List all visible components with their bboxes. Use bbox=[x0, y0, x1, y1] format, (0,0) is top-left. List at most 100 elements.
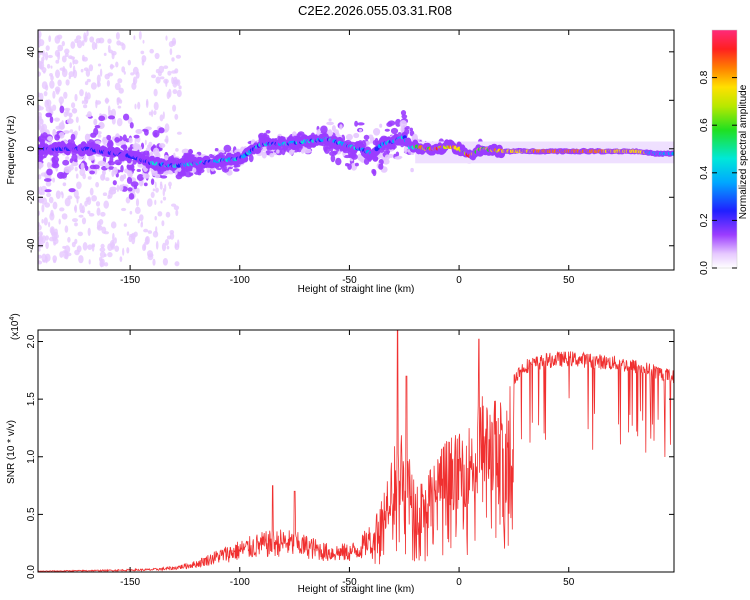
snr-y-tick-label: 1.5 bbox=[26, 392, 37, 406]
spectrogram-noise-blob bbox=[112, 232, 115, 242]
spectrogram-spread-blob bbox=[276, 149, 280, 154]
spectrogram-noise-blob bbox=[46, 63, 51, 69]
snr-x-tick-label: -150 bbox=[120, 577, 140, 588]
spectrogram-noise-blob bbox=[68, 71, 75, 78]
spectrogram-spread-blob bbox=[354, 162, 359, 167]
spectrogram-spread-blob bbox=[128, 172, 133, 178]
spectrogram-spread-blob bbox=[379, 123, 383, 128]
spectrogram-noise-blob bbox=[174, 113, 179, 120]
spectrogram-spread-blob bbox=[149, 151, 154, 157]
colorbar-tick-label: 0.8 bbox=[699, 70, 710, 84]
spectrogram-spread-blob bbox=[129, 122, 134, 129]
spectrogram-spread-blob bbox=[327, 129, 333, 138]
spectrogram-spread-blob bbox=[44, 178, 52, 182]
spectrogram-spread-blob bbox=[46, 162, 51, 168]
spectrogram-spread-blob bbox=[136, 174, 144, 181]
spectrogram-noise-blob bbox=[76, 181, 82, 190]
spectrogram-spread-blob bbox=[102, 138, 107, 143]
spectrogram-noise-blob bbox=[165, 35, 168, 41]
spectrogram-noise-blob bbox=[107, 252, 113, 258]
spectrogram-noise-blob bbox=[106, 80, 110, 87]
spectrogram-spread-blob bbox=[119, 175, 125, 182]
spectrogram-noise-blob bbox=[83, 32, 87, 41]
spectrogram-noise-blob bbox=[60, 191, 64, 195]
spectrogram-noise-blob bbox=[116, 118, 123, 127]
spectrogram-spread-blob bbox=[371, 168, 376, 175]
spectrogram-noise-blob bbox=[75, 173, 79, 179]
spectrogram-noise-blob bbox=[76, 245, 82, 253]
spectrogram-spread-blob bbox=[98, 115, 106, 122]
spectrogram-noise-blob bbox=[114, 245, 120, 252]
spectrogram-spread-blob bbox=[395, 118, 402, 127]
spectrogram-noise-blob bbox=[38, 106, 44, 111]
spectrogram-noise-blob bbox=[75, 116, 79, 123]
spectrogram-frame bbox=[37, 29, 675, 271]
spectrogram-spread-blob bbox=[135, 129, 143, 134]
spectrogram-spread-blob bbox=[127, 187, 133, 192]
spectrogram-noise-blob bbox=[174, 242, 177, 249]
spectrogram-spread-blob bbox=[63, 166, 72, 174]
spectrogram-noise-blob bbox=[95, 181, 99, 188]
spectrogram-noise-blob bbox=[83, 104, 88, 109]
spectrogram-noise-blob bbox=[149, 48, 154, 54]
spectrogram-noise-blob bbox=[163, 65, 169, 69]
spectrogram-noise-blob bbox=[165, 211, 171, 218]
spectrogram-noise-blob bbox=[97, 63, 102, 67]
spectrogram-noise-blob bbox=[68, 75, 72, 80]
spectrogram-noise-blob bbox=[58, 218, 61, 225]
spectrogram-noise-blob bbox=[79, 202, 83, 212]
spectrogram-x-tick-label: 50 bbox=[563, 275, 575, 286]
spectrogram-noise-blob bbox=[96, 207, 101, 216]
spectrogram-noise-blob bbox=[143, 228, 149, 233]
spectrogram-spread-blob bbox=[44, 189, 52, 193]
spectrogram-noise-blob bbox=[168, 181, 172, 187]
spectrogram-x-tick-label: -150 bbox=[120, 275, 140, 286]
spectrogram-noise-blob bbox=[78, 125, 81, 131]
spectrogram-noise-blob bbox=[87, 210, 91, 215]
spectrogram-spread-blob bbox=[150, 178, 155, 185]
spectrogram-spread-blob bbox=[128, 137, 133, 144]
colorbar: 0.0 0.2 0.4 0.6 0.8 Normalized spectral ampl… bbox=[699, 29, 749, 275]
spectrogram-spread-blob bbox=[70, 133, 76, 141]
spectrogram-noise-blob bbox=[168, 41, 174, 48]
spectrogram-noise-blob bbox=[175, 148, 179, 152]
spectrogram-noise-blob bbox=[151, 109, 154, 118]
spectrogram-noise-blob bbox=[74, 206, 77, 212]
spectrogram-noise-blob bbox=[91, 244, 95, 252]
spectrogram-noise-blob bbox=[104, 73, 110, 80]
spectrogram-noise-blob bbox=[166, 235, 172, 240]
spectrogram-spread-blob bbox=[143, 182, 148, 187]
spectrogram-spread-blob bbox=[144, 129, 149, 136]
spectrogram-noise-blob bbox=[69, 62, 72, 69]
spectrogram-noise-blob bbox=[162, 196, 167, 201]
spectrogram-noise-blob bbox=[55, 59, 60, 64]
spectrogram-noise-blob bbox=[140, 50, 145, 55]
snr-frame bbox=[37, 329, 675, 573]
spectrogram-noise-blob bbox=[161, 220, 165, 227]
spectrogram-spread-blob bbox=[147, 144, 152, 149]
spectrogram-noise-blob bbox=[38, 186, 43, 196]
spectrogram-spread-blob bbox=[133, 134, 140, 139]
spectrogram-spread-blob bbox=[363, 134, 370, 140]
spectrogram-noise-blob bbox=[134, 103, 137, 110]
spectrogram-spread-blob bbox=[136, 169, 141, 172]
spectrogram-spread-blob bbox=[84, 133, 90, 142]
spectrogram-spread-blob bbox=[151, 169, 158, 177]
spectrogram-noise-blob bbox=[71, 102, 76, 109]
spectrogram-noise-blob bbox=[169, 185, 172, 190]
spectrogram-noise-blob bbox=[123, 71, 126, 75]
spectrogram-noise-blob bbox=[150, 191, 155, 198]
spectrogram-spread-blob bbox=[384, 128, 390, 132]
snr-series-line bbox=[38, 330, 674, 572]
spectrogram-noise-blob bbox=[77, 231, 84, 237]
spectrogram-noise-blob bbox=[45, 181, 52, 187]
spectrogram-noise-blob bbox=[172, 89, 178, 95]
spectrogram-spread-blob bbox=[399, 120, 407, 128]
spectrogram-spread-blob bbox=[269, 153, 275, 158]
spectrogram-spread-blob bbox=[142, 150, 150, 156]
spectrogram-noise-blob bbox=[65, 79, 70, 86]
spectrogram-spread-blob bbox=[353, 132, 360, 139]
snr-y-tick-label: 0.5 bbox=[26, 507, 37, 521]
spectrogram-noise-blob bbox=[137, 101, 141, 110]
